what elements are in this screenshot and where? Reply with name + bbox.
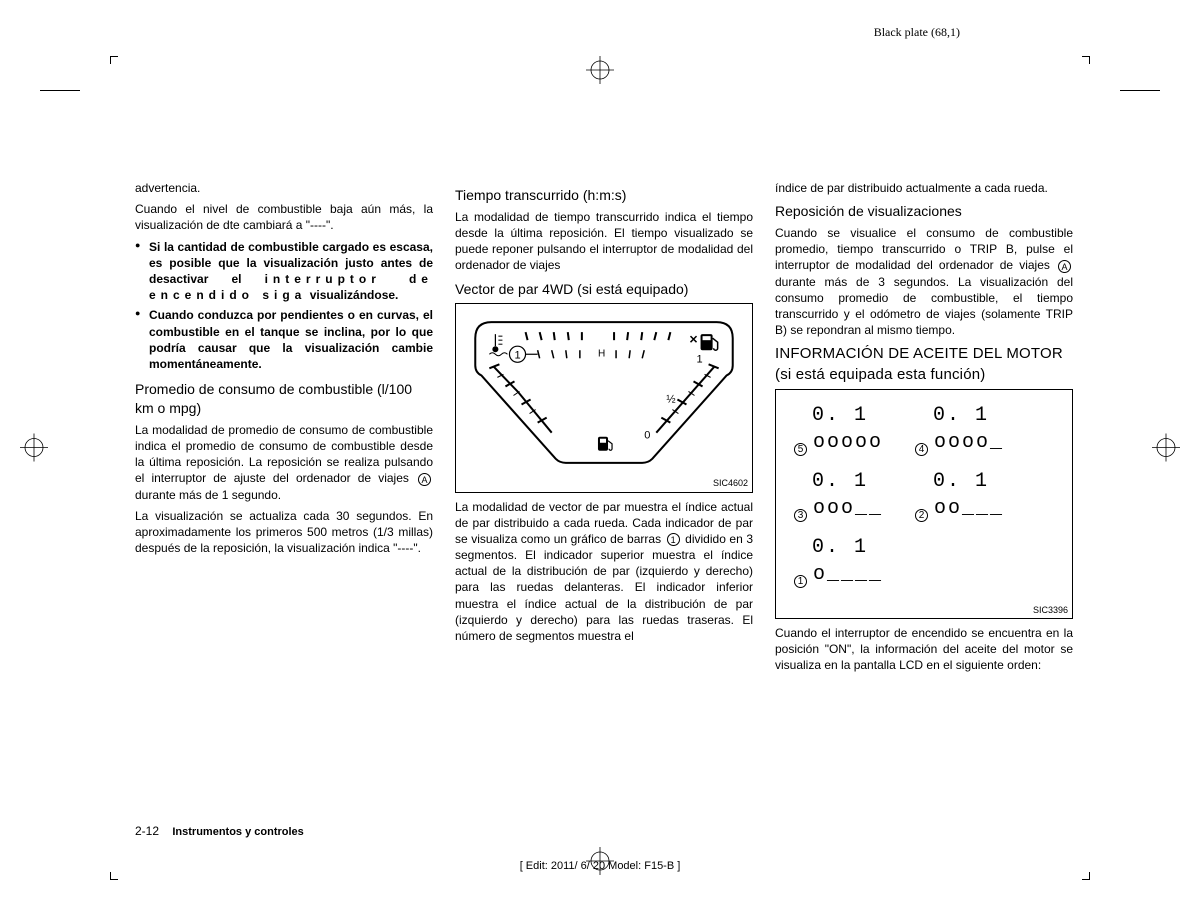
section-title: Instrumentos y controles [172,826,303,838]
column-3: índice de par distribuido actualmente a … [775,180,1073,678]
plate-label: Black plate (68,1) [874,25,960,40]
page-number: 2-12 [135,824,159,838]
ref-circle-1: 1 [667,533,680,546]
subheading: Promedio de consumo de combustible (l/10… [135,380,433,418]
crop-mark [110,872,118,880]
bullet-item: Cuando conduzca por pendientes o en curv… [149,307,433,372]
figure-label: SIC3396 [1033,604,1068,616]
body-text: La modalidad de vector de par muestra el… [455,499,753,645]
section-heading: INFORMACIÓN DE ACEITE DEL MOTOR (si está… [775,344,1073,385]
lcd-header: 0. 1 [933,402,1004,429]
subheading: Reposición de visualizaciones [775,202,1073,221]
svg-text:0: 0 [644,429,650,441]
gauge-cluster-diagram: H H [462,310,746,486]
ref-circle-a: A [1058,260,1071,273]
lcd-value: oooo_ [934,429,1004,456]
svg-text:1: 1 [697,353,703,365]
lcd-index-circle: 3 [794,509,807,522]
column-1: advertencia. Cuando el nivel de combusti… [135,180,433,678]
crop-mark [1082,56,1090,64]
lcd-index-circle: 2 [915,509,928,522]
crop-mark [110,56,118,64]
bullet-item: Si la cantidad de combustible cargado es… [149,239,433,304]
svg-text:½: ½ [666,393,675,405]
body-text: advertencia. [135,180,433,196]
page-footer: 2-12 Instrumentos y controles [135,824,304,838]
crop-mark [1082,872,1090,880]
lcd-index-circle: 5 [794,443,807,456]
lcd-value: oo___ [934,495,1004,522]
page-content: advertencia. Cuando el nivel de combusti… [135,180,1073,678]
lcd-value: ooo__ [813,495,883,522]
subheading: Vector de par 4WD (si está equipado) [455,280,753,299]
body-text: Cuando se visualice el consumo de combus… [775,225,1073,338]
column-2: Tiempo transcurrido (h:m:s) La modalidad… [455,180,753,678]
svg-text:H: H [598,310,605,313]
lcd-index-circle: 1 [794,575,807,588]
lcd-header: 0. 1 [812,468,883,495]
lcd-index-circle: 4 [915,443,928,456]
subheading: Tiempo transcurrido (h:m:s) [455,186,753,205]
side-mark [1120,90,1160,91]
body-text: índice de par distribuido actualmente a … [775,180,1073,196]
figure-oil-info-lcd: 0. 15ooooo0. 14oooo_0. 13ooo__0. 12oo___… [775,389,1073,619]
figure-4wd-torque: H H [455,303,753,493]
svg-text:H: H [598,348,605,359]
svg-text:1: 1 [514,349,520,361]
body-text: Cuando el nivel de combustible baja aún … [135,201,433,233]
body-text: La visualización se actualiza cada 30 se… [135,508,433,557]
lcd-value: ooooo [813,429,883,456]
register-mark-top [586,56,614,89]
lcd-header: 0. 1 [933,468,1004,495]
ref-circle-a: A [418,473,431,486]
figure-label: SIC4602 [713,477,748,489]
body-text: Cuando el interruptor de encendido se en… [775,625,1073,674]
register-mark-right [1152,434,1180,467]
body-text: La modalidad de tiempo transcurrido indi… [455,209,753,274]
edit-info: [ Edit: 2011/ 6/ 20 Model: F15-B ] [0,860,1200,872]
lcd-header: 0. 1 [812,402,883,429]
side-mark [40,90,80,91]
register-mark-left [20,434,48,467]
body-text: La modalidad de promedio de consumo de c… [135,422,433,503]
lcd-value: o____ [813,561,883,588]
lcd-header: 0. 1 [812,534,883,561]
